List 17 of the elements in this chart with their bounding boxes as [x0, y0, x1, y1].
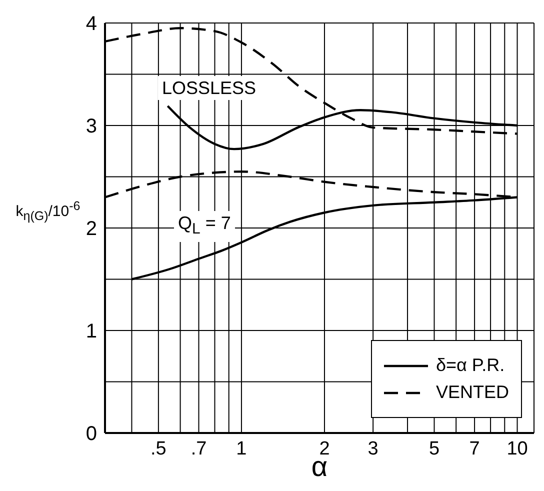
- y-tick-label: 1: [86, 320, 97, 343]
- legend-label: δ=α P.R.: [436, 355, 505, 375]
- x-tick-label: 1: [236, 438, 247, 460]
- annotation: Q$_{L}$ = 7: [178, 213, 231, 238]
- x-tick-label: .5: [150, 438, 166, 460]
- y-tick-label: 0: [86, 423, 97, 446]
- y-axis-title: k$_{η(G)}$/10$^{-6}$: [16, 199, 80, 223]
- y-tick-label: 2: [86, 218, 97, 240]
- y-tick-label: 3: [86, 116, 97, 138]
- legend-label: VENTED: [436, 382, 509, 402]
- x-tick-label: 3: [368, 438, 378, 460]
- y-tick-label: 4: [86, 13, 97, 36]
- x-tick-label: 5: [428, 438, 440, 460]
- annotation: LOSSLESS: [162, 78, 256, 98]
- x-tick-label: 10: [506, 438, 528, 460]
- x-tick-label: .7: [190, 438, 207, 460]
- x-tick-label: 7: [469, 438, 480, 460]
